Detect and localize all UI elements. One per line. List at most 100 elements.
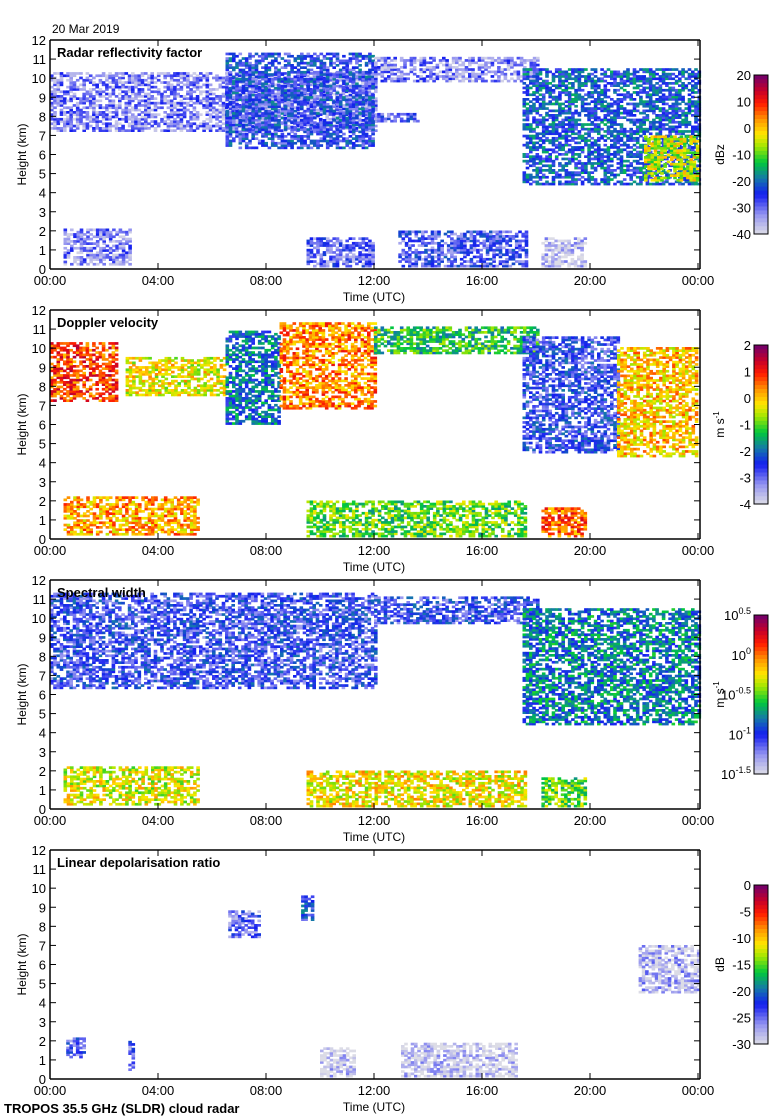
data-cell bbox=[316, 77, 320, 81]
data-cell bbox=[648, 175, 653, 179]
data-cell bbox=[75, 88, 80, 91]
data-cell bbox=[293, 100, 298, 104]
data-cell bbox=[261, 139, 265, 143]
data-cell bbox=[571, 157, 575, 161]
data-cell bbox=[72, 81, 77, 84]
data-cell bbox=[387, 112, 391, 116]
data-cell bbox=[361, 75, 366, 79]
data-cell bbox=[241, 73, 246, 76]
data-cell bbox=[238, 80, 243, 83]
data-cell bbox=[422, 59, 427, 62]
data-cell bbox=[251, 98, 255, 102]
data-cell bbox=[681, 123, 685, 126]
data-cell bbox=[561, 109, 565, 113]
data-cell bbox=[108, 101, 112, 105]
data-cell bbox=[257, 82, 262, 86]
data-cell bbox=[131, 122, 135, 126]
data-cell bbox=[345, 61, 349, 65]
data-cell bbox=[639, 157, 643, 161]
data-cell bbox=[351, 146, 356, 150]
data-cell bbox=[632, 86, 637, 90]
data-cell bbox=[176, 122, 180, 126]
data-cell bbox=[535, 148, 540, 152]
data-cell bbox=[580, 98, 585, 101]
data-cell bbox=[674, 95, 679, 99]
data-cell bbox=[176, 111, 180, 114]
data-cell bbox=[264, 128, 268, 131]
data-cell bbox=[525, 146, 530, 149]
data-cell bbox=[351, 103, 356, 106]
data-cell bbox=[561, 102, 565, 106]
data-cell bbox=[150, 113, 154, 116]
data-cell bbox=[567, 95, 572, 99]
data-cell bbox=[551, 118, 556, 122]
data-cell bbox=[593, 180, 598, 184]
data-cell bbox=[368, 54, 372, 58]
data-cell bbox=[532, 141, 536, 145]
data-cell bbox=[264, 144, 268, 147]
data-cell bbox=[299, 97, 304, 100]
data-cell bbox=[368, 114, 372, 118]
data-cell bbox=[593, 79, 598, 83]
data-cell bbox=[228, 57, 233, 60]
data-cell bbox=[287, 80, 291, 83]
data-cell bbox=[545, 102, 549, 106]
data-cell bbox=[101, 113, 106, 116]
data-cell bbox=[300, 100, 304, 104]
data-cell bbox=[564, 130, 569, 133]
data-cell bbox=[567, 123, 572, 126]
data-cell bbox=[429, 61, 433, 65]
data-cell bbox=[593, 70, 598, 74]
data-cell bbox=[606, 136, 611, 140]
data-cell bbox=[50, 108, 54, 112]
data-cell bbox=[471, 59, 475, 62]
data-cell bbox=[541, 134, 546, 138]
data-cell bbox=[169, 104, 174, 107]
data-cell bbox=[574, 125, 578, 129]
data-cell bbox=[69, 99, 73, 103]
data-cell bbox=[367, 90, 372, 94]
data-cell bbox=[322, 132, 327, 136]
data-cell bbox=[500, 68, 504, 71]
data-cell bbox=[182, 72, 187, 75]
data-cell bbox=[144, 104, 148, 107]
data-cell bbox=[351, 86, 356, 90]
data-cell bbox=[551, 114, 556, 117]
data-cell bbox=[121, 124, 125, 128]
data-cell bbox=[160, 101, 164, 105]
data-cell bbox=[626, 118, 630, 122]
data-cell bbox=[374, 77, 378, 81]
data-cell bbox=[561, 175, 565, 179]
data-cell bbox=[442, 77, 446, 81]
data-cell bbox=[529, 150, 533, 154]
data-cell bbox=[564, 72, 569, 76]
data-cell bbox=[244, 105, 249, 108]
data-cell bbox=[189, 95, 193, 98]
data-cell bbox=[455, 68, 459, 71]
data-cell bbox=[318, 117, 323, 121]
data-cell bbox=[280, 86, 285, 90]
data-cell bbox=[114, 85, 119, 89]
data-cell bbox=[658, 116, 663, 119]
data-cell bbox=[361, 100, 366, 104]
data-cell bbox=[280, 121, 285, 124]
data-cell bbox=[280, 98, 285, 102]
data-cell bbox=[532, 116, 536, 119]
data-cell bbox=[532, 77, 537, 81]
data-cell bbox=[98, 106, 103, 110]
data-cell bbox=[390, 66, 394, 69]
data-cell bbox=[124, 81, 129, 84]
data-cell bbox=[597, 148, 601, 152]
data-cell bbox=[342, 68, 346, 72]
data-cell bbox=[163, 129, 167, 132]
data-cell bbox=[551, 178, 556, 181]
data-cell bbox=[208, 104, 213, 107]
data-cell bbox=[254, 114, 259, 118]
data-cell bbox=[678, 84, 682, 87]
data-cell bbox=[593, 125, 598, 129]
data-cell bbox=[335, 130, 340, 134]
data-cell bbox=[380, 115, 385, 118]
data-cell bbox=[525, 114, 530, 117]
data-cell bbox=[584, 169, 588, 172]
data-cell bbox=[300, 137, 304, 140]
